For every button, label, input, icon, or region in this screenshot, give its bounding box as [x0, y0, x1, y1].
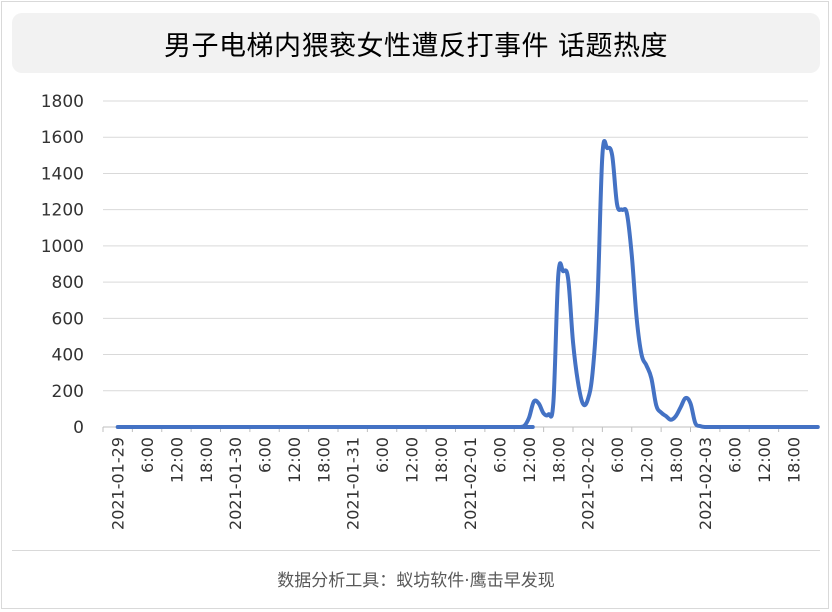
x-axis-ticks: 2021-01-29 6:00 12:00 18:00 2021-01-30 6:00 12… [102, 427, 803, 530]
x-tick-label: 12:00 [285, 437, 304, 483]
x-tick-label: 6:00 [726, 437, 745, 473]
x-tick-label: 6:00 [491, 437, 510, 473]
y-tick-label: 0 [73, 418, 84, 438]
x-tick-label: 2021-02-01 [461, 437, 480, 530]
x-tick-label: 12:00 [167, 437, 186, 483]
x-tick-label: 2021-01-30 [226, 437, 245, 530]
x-tick-label: 18:00 [432, 437, 451, 483]
y-tick-label: 600 [52, 309, 84, 329]
y-tick-label: 1200 [41, 201, 84, 221]
x-tick-label: 18:00 [667, 437, 686, 483]
x-tick-label: 6:00 [256, 437, 275, 473]
y-axis-ticks: 0 200 400 600 800 1000 1200 1400 1600 1800 [41, 92, 84, 438]
x-tick-label: 6:00 [138, 437, 157, 473]
y-tick-label: 1400 [41, 164, 84, 184]
x-tick-label: 2021-02-03 [696, 437, 715, 530]
x-tick-label: 18:00 [549, 437, 568, 483]
x-tick-label: 18:00 [314, 437, 333, 483]
y-tick-label: 1600 [41, 128, 84, 148]
y-tick-label: 400 [52, 346, 84, 366]
x-tick-label: 12:00 [520, 437, 539, 483]
gridlines [103, 100, 808, 392]
x-tick-label: 2021-02-02 [579, 437, 598, 530]
x-tick-label: 18:00 [784, 437, 803, 483]
x-tick-label: 12:00 [755, 437, 774, 483]
chart-title: 男子电梯内猥亵女性遭反打事件 话题热度 [163, 30, 669, 62]
x-tick-label: 12:00 [637, 437, 656, 483]
x-tick-label: 2021-01-29 [109, 437, 128, 530]
y-tick-label: 200 [52, 382, 84, 402]
x-tick-label: 6:00 [373, 437, 392, 473]
footer-divider [12, 550, 820, 551]
y-tick-label: 800 [52, 273, 84, 293]
series-line [115, 139, 820, 430]
title-bar: 男子电梯内猥亵女性遭反打事件 话题热度 [12, 13, 820, 73]
x-tick-label: 12:00 [402, 437, 421, 483]
x-tick-label: 18:00 [197, 437, 216, 483]
source-footer: 数据分析工具：蚁坊软件·鹰击早发现 [277, 571, 555, 591]
y-tick-label: 1000 [41, 237, 84, 257]
y-tick-label: 1800 [41, 92, 84, 112]
x-tick-label: 2021-01-31 [344, 437, 363, 530]
x-tick-label: 6:00 [608, 437, 627, 473]
